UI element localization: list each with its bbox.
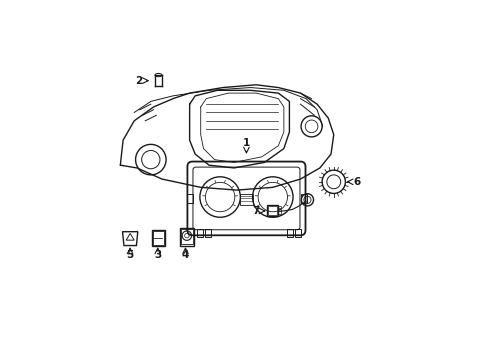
Bar: [239, 194, 253, 205]
Bar: [278, 206, 280, 208]
Bar: [196, 229, 202, 237]
Bar: [268, 207, 277, 215]
Bar: [153, 231, 163, 245]
Bar: [286, 229, 292, 237]
Bar: [186, 194, 193, 203]
Text: 6: 6: [353, 177, 360, 187]
Bar: [180, 228, 193, 246]
Text: 1: 1: [243, 138, 249, 148]
Bar: [267, 205, 278, 216]
Bar: [300, 194, 306, 203]
Bar: [181, 229, 192, 244]
Text: 2: 2: [135, 76, 142, 86]
Bar: [278, 211, 280, 214]
Text: 7: 7: [252, 206, 259, 216]
Bar: [204, 229, 210, 237]
Text: 5: 5: [126, 250, 133, 260]
Bar: [278, 209, 280, 211]
Text: 4: 4: [182, 250, 189, 260]
Text: 3: 3: [154, 250, 161, 260]
Bar: [294, 229, 301, 237]
Bar: [152, 230, 164, 246]
